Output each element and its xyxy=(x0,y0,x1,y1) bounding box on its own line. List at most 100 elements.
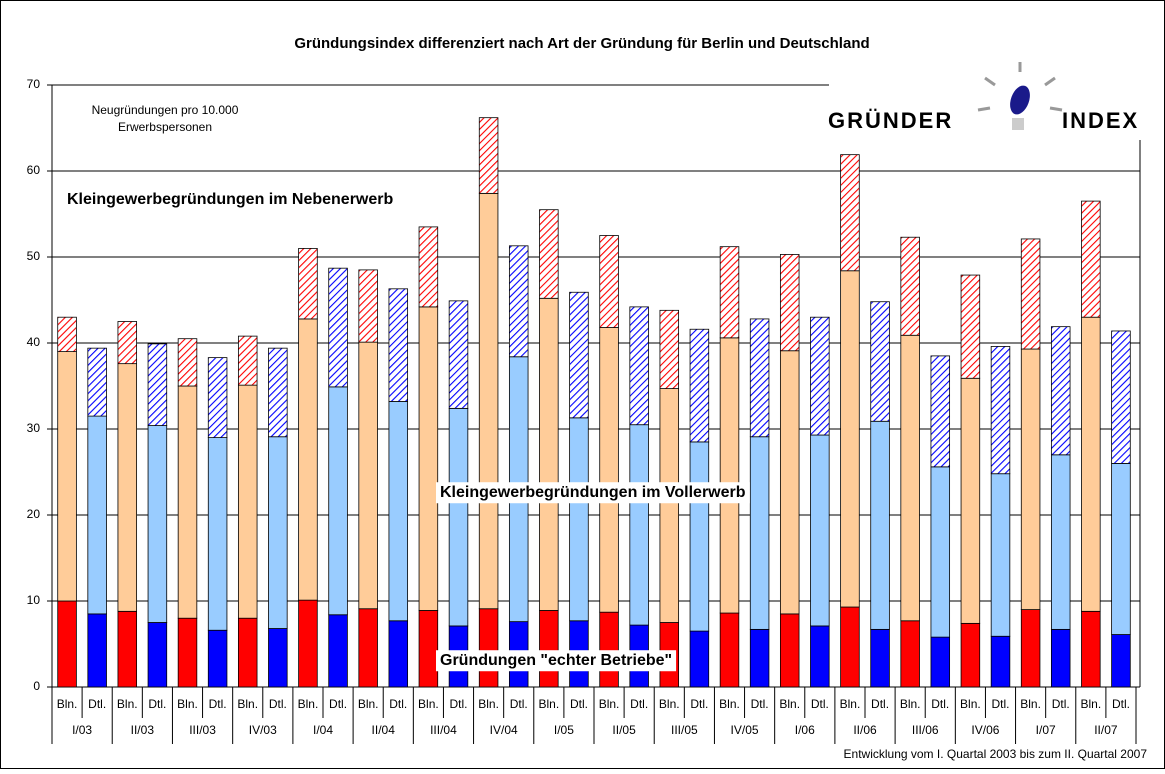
bar-segment xyxy=(388,288,409,402)
bar-segment xyxy=(539,610,559,688)
group-label: III/03 xyxy=(189,723,216,737)
x-tick-label: Dtl. xyxy=(269,697,287,711)
bar-segment xyxy=(810,625,830,688)
y-tick-label: 70 xyxy=(27,77,41,91)
bar-segment xyxy=(268,347,288,438)
bar-segment xyxy=(328,267,348,388)
footnote: Entwicklung vom I. Quartal 2003 bis zum … xyxy=(844,747,1148,761)
bar-segment xyxy=(57,351,77,602)
bar-segment xyxy=(900,334,920,622)
y-tick-label: 40 xyxy=(27,335,41,349)
bar-segment xyxy=(418,226,439,308)
group-label: II/05 xyxy=(612,723,636,737)
x-tick-label: Bln. xyxy=(418,697,439,711)
bar-segment xyxy=(930,355,951,468)
x-tick-label: Dtl. xyxy=(510,697,528,711)
x-tick-label: Dtl. xyxy=(871,697,889,711)
bar-segment xyxy=(810,434,830,627)
bar-segment xyxy=(298,599,318,688)
y-tick-label: 10 xyxy=(27,593,41,607)
bar-segment xyxy=(268,436,288,629)
bar-segment xyxy=(87,347,107,417)
x-tick-label: Bln. xyxy=(840,697,861,711)
bar-segment xyxy=(749,436,770,630)
bar-segment xyxy=(207,357,228,438)
group-label: IV/05 xyxy=(731,723,759,737)
x-tick-label: Dtl. xyxy=(450,697,468,711)
group-label: IV/03 xyxy=(249,723,277,737)
plot-area: 0 10 20 30 40 50 60 70 Bln. Dtl. Bln. Dtl. Bln. Dtl. B… xyxy=(27,77,1141,744)
x-tick-label: Bln. xyxy=(1080,697,1101,711)
group-label: I/07 xyxy=(1036,723,1056,737)
x-tick-label: Dtl. xyxy=(389,697,407,711)
bar-segment xyxy=(147,622,168,688)
bar-segment xyxy=(1111,330,1131,464)
series-label-background xyxy=(436,482,750,504)
bar-segment xyxy=(689,630,710,688)
bar-segment xyxy=(57,600,77,688)
bar-segment xyxy=(237,335,258,386)
x-tick-label: Bln. xyxy=(900,697,921,711)
bar-segment xyxy=(57,316,77,353)
group-label: II/04 xyxy=(372,723,396,737)
bar-segment xyxy=(87,613,107,688)
bar-segment xyxy=(268,628,288,688)
group-label: II/03 xyxy=(131,723,155,737)
bar-segment xyxy=(1050,454,1071,630)
bar-segment xyxy=(659,388,680,623)
bar-segment xyxy=(539,209,559,299)
bar-segment xyxy=(990,635,1011,688)
bar-segment xyxy=(569,291,589,419)
bar-segment xyxy=(749,628,770,688)
bar-segment xyxy=(930,466,951,638)
x-tick-label: Dtl. xyxy=(570,697,588,711)
logo-rays xyxy=(977,62,1063,112)
bar-segment xyxy=(117,363,138,612)
bar-segment xyxy=(990,473,1011,637)
bar-segment xyxy=(870,420,890,630)
bar-segment xyxy=(599,327,619,613)
group-label: IV/04 xyxy=(490,723,518,737)
x-tick-label: Bln. xyxy=(57,697,78,711)
x-tick-label: Dtl. xyxy=(630,697,648,711)
bar-segment xyxy=(388,401,409,622)
group-label: I/06 xyxy=(795,723,815,737)
bar-segment xyxy=(810,316,830,436)
bar-segment xyxy=(779,254,800,352)
bar-segment xyxy=(207,437,228,631)
bar-segment xyxy=(328,386,348,616)
bar-segment xyxy=(840,606,860,688)
bar-segment xyxy=(629,424,649,626)
x-tick-label: Bln. xyxy=(1020,697,1041,711)
x-tick-label: Bln. xyxy=(599,697,620,711)
x-tick-label: Dtl. xyxy=(329,697,347,711)
bar-segment xyxy=(418,610,439,688)
bar-segment xyxy=(117,610,138,688)
bar-segment xyxy=(478,117,499,194)
group-label: II/07 xyxy=(1094,723,1118,737)
x-tick-label: Dtl. xyxy=(931,697,949,711)
logo-background xyxy=(829,60,1149,140)
bar-segment xyxy=(569,417,589,622)
bar-segment xyxy=(719,246,740,339)
x-tick-label: Bln. xyxy=(478,697,499,711)
bar-segment xyxy=(177,617,198,688)
bar-segment xyxy=(207,629,228,688)
x-tick-label: Dtl. xyxy=(148,697,166,711)
bar-segment xyxy=(779,613,800,688)
x-tick-label: Bln. xyxy=(659,697,680,711)
bar-segment xyxy=(448,300,469,409)
x-tick-label: Dtl. xyxy=(1112,697,1130,711)
bar-segment xyxy=(840,270,860,608)
x-tick-label: Bln. xyxy=(298,697,319,711)
bar-segment xyxy=(1111,634,1131,688)
bar-segment xyxy=(900,236,920,336)
logo-bulb-base xyxy=(1012,118,1024,130)
y-tick-label: 60 xyxy=(27,163,41,177)
y-tick-label: 50 xyxy=(27,249,41,263)
bar-segment xyxy=(478,192,499,610)
bar-segment xyxy=(508,245,529,358)
x-tick-label: Dtl. xyxy=(751,697,769,711)
